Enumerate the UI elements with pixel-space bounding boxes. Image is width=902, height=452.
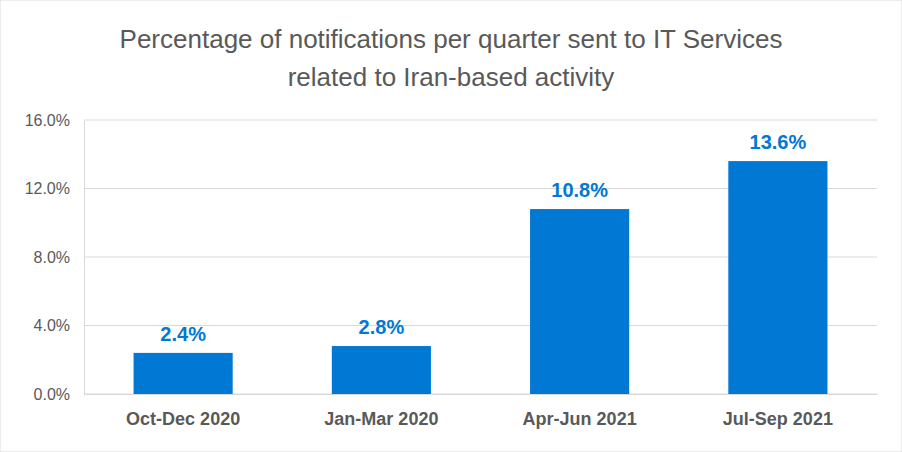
- grid: [84, 120, 877, 394]
- data-label: 2.8%: [359, 316, 405, 338]
- bars: [134, 161, 828, 394]
- x-tick-label: Apr-Jun 2021: [523, 409, 637, 429]
- y-tick: 4.0%: [34, 317, 84, 334]
- y-tick: 8.0%: [34, 249, 84, 266]
- data-labels: 2.4% 2.8% 10.8% 13.6%: [160, 131, 806, 345]
- y-tick-label: 0.0%: [34, 386, 70, 403]
- bar: [728, 161, 827, 394]
- y-axis-line: [84, 121, 85, 395]
- x-tick: Apr-Jun 2021: [523, 394, 637, 429]
- y-tick: 0.0%: [34, 386, 84, 403]
- data-label: 13.6%: [750, 131, 807, 153]
- y-tick: 16.0%: [25, 112, 84, 129]
- y-tick-label: 12.0%: [25, 180, 70, 197]
- y-tick-label: 8.0%: [34, 249, 70, 266]
- y-tick: 12.0%: [25, 180, 84, 197]
- data-label: 2.4%: [160, 323, 206, 345]
- x-tick: Jul-Sep 2021: [723, 394, 833, 429]
- y-axis: 0.0% 4.0% 8.0% 12.0% 16.0%: [25, 112, 85, 403]
- title: Percentage of notifications per quarter …: [120, 24, 783, 92]
- y-tick-label: 4.0%: [34, 317, 70, 334]
- x-tick-label: Jan-Mar 2020: [324, 409, 438, 429]
- bar: [332, 346, 431, 394]
- x-axis-line: [85, 394, 878, 395]
- bar: [530, 209, 629, 394]
- x-tick: Jan-Mar 2020: [324, 394, 438, 429]
- chart: Percentage of notifications per quarter …: [0, 0, 902, 452]
- plot: 0.0% 4.0% 8.0% 12.0% 16.0% Oct-Dec 2020 Jan-Ma…: [25, 112, 878, 429]
- x-tick-label: Oct-Dec 2020: [126, 409, 240, 429]
- bar: [134, 353, 233, 394]
- grid-line: [84, 120, 877, 121]
- x-axis: Oct-Dec 2020 Jan-Mar 2020 Apr-Jun 2021 Jul-…: [85, 394, 878, 429]
- data-label: 10.8%: [551, 179, 608, 201]
- y-tick-label: 16.0%: [25, 112, 70, 129]
- background: [0, 0, 902, 452]
- x-tick: Oct-Dec 2020: [126, 394, 240, 429]
- x-tick-label: Jul-Sep 2021: [723, 409, 833, 429]
